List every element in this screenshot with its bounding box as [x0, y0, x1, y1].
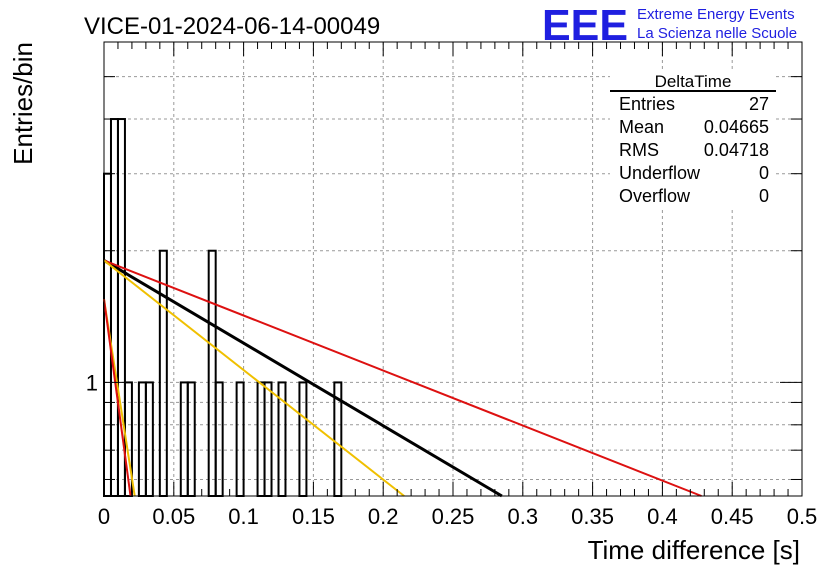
stats-row-label: Overflow [619, 186, 691, 206]
histogram-bar [235, 381, 245, 497]
stats-row-value: 27 [749, 94, 769, 114]
histogram-bar [214, 381, 224, 497]
stats-box-frame [610, 70, 776, 208]
histogram-bar [207, 249, 217, 497]
x-tick-label: 0.45 [711, 504, 754, 529]
stats-row-label: Mean [619, 117, 664, 137]
stats-title: DeltaTime [655, 72, 732, 91]
stats-row-value: 0 [759, 163, 769, 183]
histogram-bar [263, 381, 273, 497]
histogram-bar [144, 381, 154, 497]
stats-row-label: Entries [619, 94, 675, 114]
x-tick-label: 0.1 [228, 504, 259, 529]
stats-row-value: 0.04665 [704, 117, 769, 137]
stats-row-value: 0 [759, 186, 769, 206]
x-tick-label: 0.4 [647, 504, 678, 529]
x-tick-label: 0 [98, 504, 110, 529]
fit-lines [103, 259, 702, 498]
fit-line [103, 259, 405, 497]
stats-box: DeltaTime Entries 27 Mean 0.04665 RMS 0.04718… [610, 70, 776, 208]
x-tick-label: 0.3 [508, 504, 539, 529]
x-tick-label: 0.2 [368, 504, 399, 529]
stats-row-label: Underflow [619, 163, 701, 183]
y-tick-label: 1 [86, 370, 98, 395]
histogram-bar [298, 381, 308, 497]
eee-logo: EEE Extreme Energy Events La Scienza nel… [542, 1, 797, 50]
x-tick-label: 0.35 [571, 504, 614, 529]
x-tick-label: 0.15 [292, 504, 335, 529]
x-axis-ticks: 0 0.05 0.1 0.15 0.2 0.25 0.3 0.35 0.4 0.45 0.5 [98, 42, 817, 529]
fit-line [103, 259, 503, 498]
x-tick-label: 0.25 [432, 504, 475, 529]
histogram-bar [186, 381, 196, 497]
logo-mark: EEE [542, 1, 628, 50]
y-axis-label: Entries/bin [8, 42, 38, 165]
histogram-bar [109, 118, 119, 497]
chart-title: VICE-01-2024-06-14-00049 [84, 13, 380, 40]
histogram-bar [256, 381, 266, 497]
x-tick-label: 0.05 [152, 504, 195, 529]
fit-line [103, 259, 702, 497]
histogram-bar [179, 381, 189, 497]
y-axis-ticks: 1 [86, 41, 802, 480]
x-tick-label: 0.5 [787, 504, 818, 529]
histogram-bar [158, 249, 168, 497]
fit-line [103, 299, 132, 497]
stats-row-value: 0.04718 [704, 140, 769, 160]
logo-line1: Extreme Energy Events [637, 6, 795, 23]
logo-line2: La Scienza nelle Scuole [637, 25, 797, 42]
histogram-bar [137, 381, 147, 497]
x-axis-label: Time difference [s] [588, 535, 800, 565]
stats-row-label: RMS [619, 140, 659, 160]
